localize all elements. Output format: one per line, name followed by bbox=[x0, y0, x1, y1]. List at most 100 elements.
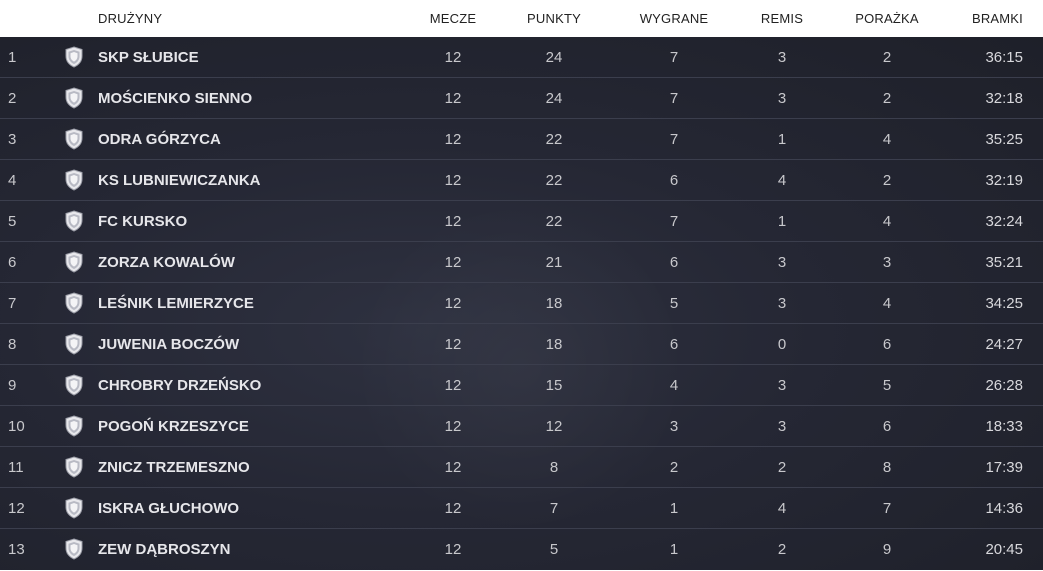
goals-cell: 20:45 bbox=[985, 540, 1023, 558]
matches-cell: 12 bbox=[444, 335, 462, 353]
draws-cell: 3 bbox=[777, 376, 787, 394]
header-draws: REMIS bbox=[760, 11, 804, 26]
shield-icon bbox=[50, 456, 98, 478]
wins-cell: 3 bbox=[669, 417, 679, 435]
draws-cell: 3 bbox=[777, 89, 787, 107]
points-cell: 12 bbox=[545, 417, 563, 435]
draws-cell: 3 bbox=[777, 48, 787, 66]
team-name[interactable]: ZORZA KOWALÓW bbox=[98, 253, 235, 271]
table-row[interactable]: 1 SKP SŁUBICE 12 24 7 3 2 36:15 bbox=[0, 37, 1043, 78]
draws-cell: 4 bbox=[777, 171, 787, 189]
team-name[interactable]: ISKRA GŁUCHOWO bbox=[98, 499, 240, 517]
draws-cell: 2 bbox=[777, 540, 787, 558]
draws-cell: 1 bbox=[777, 130, 787, 148]
team-name[interactable]: MOŚCIENKO SIENNO bbox=[98, 89, 253, 107]
header-matches: MECZE bbox=[429, 11, 477, 26]
points-cell: 8 bbox=[549, 458, 559, 476]
losses-cell: 4 bbox=[882, 130, 892, 148]
shield-icon bbox=[50, 169, 98, 191]
table-row[interactable]: 8 JUWENIA BOCZÓW 12 18 6 0 6 24:27 bbox=[0, 324, 1043, 365]
goals-cell: 14:36 bbox=[985, 499, 1023, 517]
matches-cell: 12 bbox=[444, 540, 462, 558]
header-team: DRUŻYNY bbox=[98, 11, 163, 26]
draws-cell: 3 bbox=[777, 417, 787, 435]
matches-cell: 12 bbox=[444, 376, 462, 394]
losses-cell: 6 bbox=[882, 417, 892, 435]
wins-cell: 2 bbox=[669, 458, 679, 476]
goals-cell: 34:25 bbox=[985, 294, 1023, 312]
position-cell: 11 bbox=[8, 458, 24, 476]
table-row[interactable]: 5 FC KURSKO 12 22 7 1 4 32:24 bbox=[0, 201, 1043, 242]
matches-cell: 12 bbox=[444, 130, 462, 148]
position-cell: 6 bbox=[8, 253, 17, 271]
matches-cell: 12 bbox=[444, 253, 462, 271]
team-name[interactable]: LEŚNIK LEMIERZYCE bbox=[98, 294, 254, 312]
header-goals: BRAMKI bbox=[971, 11, 1023, 26]
points-cell: 24 bbox=[545, 48, 563, 66]
team-name[interactable]: ZNICZ TRZEMESZNO bbox=[98, 458, 250, 476]
matches-cell: 12 bbox=[444, 48, 462, 66]
points-cell: 18 bbox=[545, 335, 563, 353]
table-row[interactable]: 3 ODRA GÓRZYCA 12 22 7 1 4 35:25 bbox=[0, 119, 1043, 160]
wins-cell: 5 bbox=[669, 294, 679, 312]
draws-cell: 0 bbox=[777, 335, 787, 353]
shield-icon bbox=[50, 538, 98, 560]
header-points: PUNKTY bbox=[527, 11, 581, 26]
goals-cell: 32:24 bbox=[985, 212, 1023, 230]
draws-cell: 3 bbox=[777, 294, 787, 312]
table-row[interactable]: 4 KS LUBNIEWICZANKA 12 22 6 4 2 32:19 bbox=[0, 160, 1043, 201]
wins-cell: 7 bbox=[669, 212, 679, 230]
table-row[interactable]: 7 LEŚNIK LEMIERZYCE 12 18 5 3 4 34:25 bbox=[0, 283, 1043, 324]
wins-cell: 6 bbox=[669, 171, 679, 189]
wins-cell: 6 bbox=[669, 335, 679, 353]
position-cell: 9 bbox=[8, 376, 17, 394]
losses-cell: 2 bbox=[882, 48, 892, 66]
draws-cell: 1 bbox=[777, 212, 787, 230]
matches-cell: 12 bbox=[444, 89, 462, 107]
points-cell: 21 bbox=[545, 253, 563, 271]
table-row[interactable]: 10 POGOŃ KRZESZYCE 12 12 3 3 6 18:33 bbox=[0, 406, 1043, 447]
team-name[interactable]: KS LUBNIEWICZANKA bbox=[98, 171, 261, 189]
shield-icon bbox=[50, 128, 98, 150]
wins-cell: 1 bbox=[669, 540, 679, 558]
matches-cell: 12 bbox=[444, 212, 462, 230]
table-row[interactable]: 11 ZNICZ TRZEMESZNO 12 8 2 2 8 17:39 bbox=[0, 447, 1043, 488]
losses-cell: 2 bbox=[882, 171, 892, 189]
shield-icon bbox=[50, 210, 98, 232]
table-row[interactable]: 13 ZEW DĄBROSZYN 12 5 1 2 9 20:45 bbox=[0, 529, 1043, 569]
table-row[interactable]: 9 CHROBRY DRZEŃSKO 12 15 4 3 5 26:28 bbox=[0, 365, 1043, 406]
shield-icon bbox=[50, 333, 98, 355]
shield-icon bbox=[50, 46, 98, 68]
team-name[interactable]: SKP SŁUBICE bbox=[98, 48, 199, 66]
position-cell: 7 bbox=[8, 294, 17, 312]
goals-cell: 26:28 bbox=[985, 376, 1023, 394]
matches-cell: 12 bbox=[444, 417, 462, 435]
losses-cell: 6 bbox=[882, 335, 892, 353]
table-row[interactable]: 2 MOŚCIENKO SIENNO 12 24 7 3 2 32:18 bbox=[0, 78, 1043, 119]
matches-cell: 12 bbox=[444, 171, 462, 189]
draws-cell: 4 bbox=[777, 499, 787, 517]
shield-icon bbox=[50, 374, 98, 396]
wins-cell: 6 bbox=[669, 253, 679, 271]
points-cell: 22 bbox=[545, 171, 563, 189]
shield-icon bbox=[50, 87, 98, 109]
position-cell: 2 bbox=[8, 89, 17, 107]
position-cell: 10 bbox=[8, 417, 25, 435]
shield-icon bbox=[50, 251, 98, 273]
position-cell: 8 bbox=[8, 335, 17, 353]
table-row[interactable]: 6 ZORZA KOWALÓW 12 21 6 3 3 35:21 bbox=[0, 242, 1043, 283]
team-name[interactable]: ODRA GÓRZYCA bbox=[98, 130, 221, 148]
team-name[interactable]: JUWENIA BOCZÓW bbox=[98, 335, 240, 353]
points-cell: 15 bbox=[545, 376, 563, 394]
team-name[interactable]: POGOŃ KRZESZYCE bbox=[98, 417, 249, 435]
table-row[interactable]: 12 ISKRA GŁUCHOWO 12 7 1 4 7 14:36 bbox=[0, 488, 1043, 529]
losses-cell: 9 bbox=[882, 540, 892, 558]
team-name[interactable]: FC KURSKO bbox=[98, 212, 188, 230]
team-name[interactable]: CHROBRY DRZEŃSKO bbox=[98, 376, 262, 394]
losses-cell: 8 bbox=[882, 458, 892, 476]
position-cell: 4 bbox=[8, 171, 17, 189]
team-name[interactable]: ZEW DĄBROSZYN bbox=[98, 540, 231, 558]
position-cell: 12 bbox=[8, 499, 25, 517]
wins-cell: 4 bbox=[669, 376, 679, 394]
losses-cell: 2 bbox=[882, 89, 892, 107]
